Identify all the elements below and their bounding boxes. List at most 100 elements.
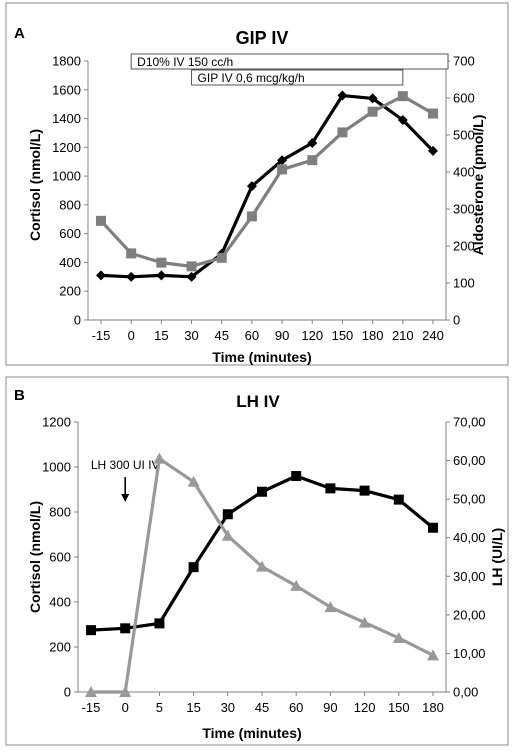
- panel-a-x-tick-label: 150: [332, 328, 354, 343]
- panel-a-y-left-tick-label: 1000: [52, 169, 81, 184]
- panel-a-series-1-point: [307, 138, 318, 149]
- panel-a-title: GIP IV: [236, 28, 289, 48]
- panel-a-series-2-point: [397, 91, 408, 102]
- panel-a-series-1-point: [246, 181, 257, 192]
- panel-a-x-tick-label: 210: [392, 328, 414, 343]
- panel-a-y-left-tick-label: 1800: [52, 54, 81, 69]
- panel-a-y-left-tick-label: 800: [59, 197, 81, 212]
- panel-b-x-tick-label: 5: [156, 700, 163, 715]
- panel-b-series-2-point: [153, 452, 166, 464]
- panel-b-series-1-point: [291, 471, 302, 481]
- panel-a-infusion-label: GIP IV 0,6 mcg/kg/h: [198, 71, 305, 85]
- panel-b-y-right-tick-label: 10,00: [453, 646, 486, 661]
- panel-a-series-2-point: [216, 252, 227, 263]
- panel-a-series-2-point: [156, 257, 167, 268]
- panel-a-y-right-tick-label: 700: [453, 54, 475, 69]
- panel-a-y-left-tick-label: 1400: [52, 111, 81, 126]
- panel-b-series-1-point: [325, 483, 336, 494]
- panel-a-y-left-tick-label: 400: [59, 255, 81, 270]
- panel-b-x-tick-label: 180: [422, 700, 444, 715]
- panel-a-series-2-line: [99, 94, 434, 268]
- panel-b-y-left-tick-label: 400: [49, 595, 71, 610]
- panel-b-y-right-tick-label: 20,00: [453, 607, 486, 622]
- panel-b-title: LH IV: [236, 392, 280, 411]
- panel-a-y-right-tick-label: 100: [453, 276, 475, 291]
- panel-b-series-1-point: [393, 494, 404, 505]
- panel-a-x-tick-label: 240: [422, 328, 444, 343]
- panel-a-series-1-point: [96, 270, 106, 281]
- panel-b-x-tick-label: 120: [354, 700, 376, 715]
- panel-b-series-1-point: [120, 623, 131, 634]
- panel-b-x-tick-label: 15: [186, 700, 200, 715]
- panel-a-y-left-tick-label: 1600: [52, 82, 81, 97]
- panel-a-y-left-tick-label: 200: [59, 284, 81, 299]
- panel-b-series-2-point: [392, 632, 405, 643]
- panel-b-y-right-tick-label: 0,00: [453, 685, 478, 700]
- panel-a-series-1-point: [337, 90, 348, 101]
- panel-a-y-right-tick-label: 0: [453, 313, 460, 328]
- panel-b-x-tick-label: 90: [323, 700, 337, 715]
- panel-a-y-right-tick-label: 200: [453, 239, 475, 254]
- panel-b-x-tick-label: 0: [122, 700, 129, 715]
- panel-b-x-tick-label: -15: [82, 700, 101, 715]
- panel-a-y-right-tick-label: 300: [453, 202, 475, 217]
- panel-a-infusion-bar: [130, 53, 449, 70]
- panel-b-series-2-point: [119, 686, 132, 697]
- panel-b-x-tick-label: 60: [289, 700, 303, 715]
- panel-a-infusion-label: D10% IV 150 cc/h: [137, 55, 233, 69]
- panel-a-series-2-point: [186, 261, 197, 272]
- panel-a-y-right-tick-label: 400: [453, 165, 475, 180]
- panel-a-series-2-point: [246, 211, 257, 222]
- panel-b-y-right-tick-label: 40,00: [453, 530, 486, 545]
- panel-a-series-2-point: [96, 215, 106, 226]
- panel-a-x-label: Time (minutes): [212, 349, 311, 365]
- panel-a-x-tick-label: 0: [128, 328, 135, 343]
- panel-b-series-1-point: [359, 485, 370, 496]
- panel-a-letter: A: [14, 25, 25, 42]
- panel-a-x-tick-label: 120: [301, 328, 323, 343]
- panel-b-series-2-point: [290, 579, 303, 591]
- panel-b-injection-arrow-head: [121, 494, 130, 502]
- panel-a-plot: 0200400600800100012001400160018000100200…: [52, 53, 475, 343]
- panel-a-x-tick-label: -15: [92, 328, 111, 343]
- panel-a-y-left-tick-label: 600: [59, 226, 81, 241]
- panel-a-series-1-point: [186, 271, 197, 282]
- panel-b-series-2-point: [221, 529, 234, 541]
- panel-b-series-2-point: [85, 686, 97, 697]
- panel-b-y-right-tick-label: 70,00: [453, 415, 486, 430]
- panel-b-series-2-point: [324, 601, 337, 613]
- panel-a-series-1-point: [367, 93, 378, 104]
- panel-a-x-tick-label: 15: [154, 328, 168, 343]
- panel-a-x-tick-label: 45: [214, 328, 228, 343]
- panel-a-series-1-point: [277, 155, 288, 166]
- panel-b-series-2-point: [427, 649, 439, 661]
- panel-a-series-1-point: [428, 145, 438, 156]
- panel-a-infusion-bar: [191, 69, 404, 86]
- panel-a-y-right-tick-label: 600: [453, 91, 475, 106]
- panel-a-series-1-line: [100, 93, 435, 279]
- panel-a-y-right-label: Aldosterone (pmol/L): [470, 115, 486, 256]
- panel-b-y-right-tick-label: 60,00: [453, 453, 486, 468]
- panel-b-series-2-point: [187, 475, 200, 487]
- panel-a-y-right-tick-label: 500: [453, 128, 475, 143]
- panel-a-x-tick-label: 60: [245, 328, 259, 343]
- panel-b-y-left-tick-label: 0: [64, 685, 71, 700]
- panel-a-y-left-tick-label: 1200: [52, 140, 81, 155]
- panel-b-y-right-tick-label: 50,00: [453, 492, 486, 507]
- panel-a-series-2-point: [337, 127, 348, 138]
- panel-a-x-tick-label: 90: [275, 328, 289, 343]
- panel-a-x-tick-label: 30: [184, 328, 198, 343]
- panel-b-x-label: Time (minutes): [202, 725, 301, 741]
- panel-a-series-1-point: [397, 114, 408, 125]
- panel-b-y-left-label: Cortisol (nmol/L): [27, 501, 43, 613]
- panel-b-y-right-label: LH (UI/L): [489, 528, 505, 586]
- panel-b-y-left-tick-label: 1200: [42, 415, 71, 430]
- panel-a-series-2-point: [277, 164, 288, 175]
- panel-a-y-left-tick-label: 0: [74, 313, 81, 328]
- panel-b-series-1-point: [428, 522, 438, 533]
- panel-a-y-left-label: Cortisol (nmol/L): [27, 129, 43, 241]
- panel-a-series-2-point: [428, 108, 438, 119]
- panel-b-series-1-point: [188, 562, 199, 573]
- panel-b-series-2-point: [256, 560, 268, 572]
